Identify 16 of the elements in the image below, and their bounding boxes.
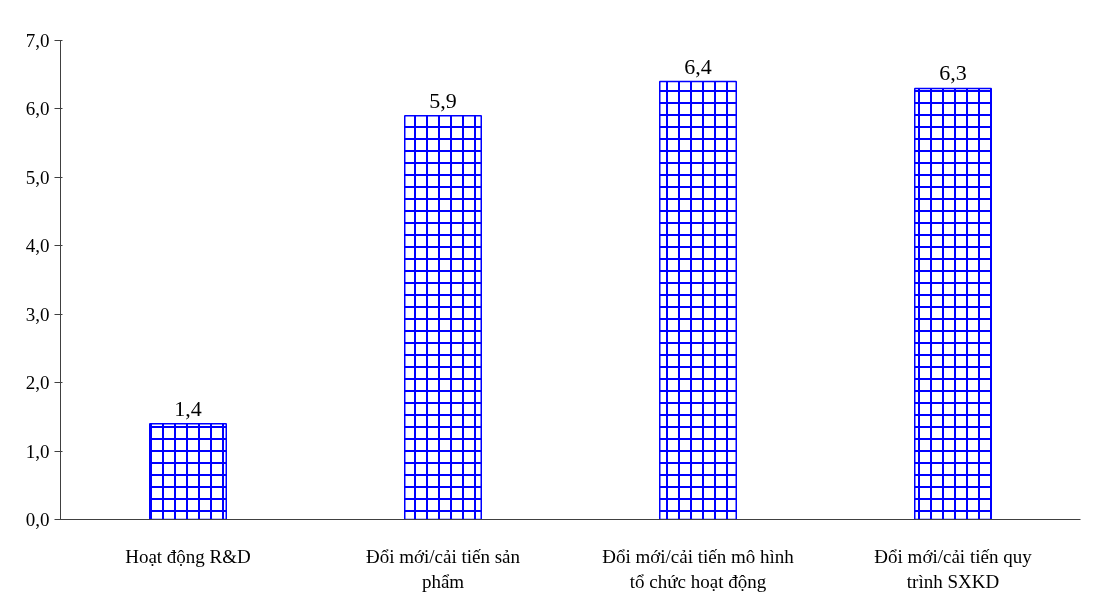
y-tick-label: 3,0 xyxy=(25,303,50,325)
y-tick-label: 7,0 xyxy=(25,30,50,51)
y-tick-label: 0,0 xyxy=(25,509,50,530)
data-label: 5,9 xyxy=(429,87,457,113)
x-tick-label: Đổi mới/cải tiến mô hình tổ chức hoạt động xyxy=(602,545,795,592)
y-tick-label: 1,0 xyxy=(25,440,50,462)
y-tick-label: 2,0 xyxy=(25,372,50,394)
data-label: 6,4 xyxy=(684,53,712,79)
x-tick-label: Đổi mới/cải tiến quy trình SXKD xyxy=(874,545,1033,592)
data-label: 6,3 xyxy=(939,60,967,86)
y-tick-label: 5,0 xyxy=(25,166,50,188)
y-tick-label: 4,0 xyxy=(25,235,50,257)
y-tick-label: 6,0 xyxy=(25,98,50,120)
data-label: 1,4 xyxy=(174,395,202,421)
x-tick-label: Đổi mới/cải tiến sản phẩm xyxy=(365,545,521,592)
x-tick-label: Hoạt động R&D xyxy=(125,545,251,567)
